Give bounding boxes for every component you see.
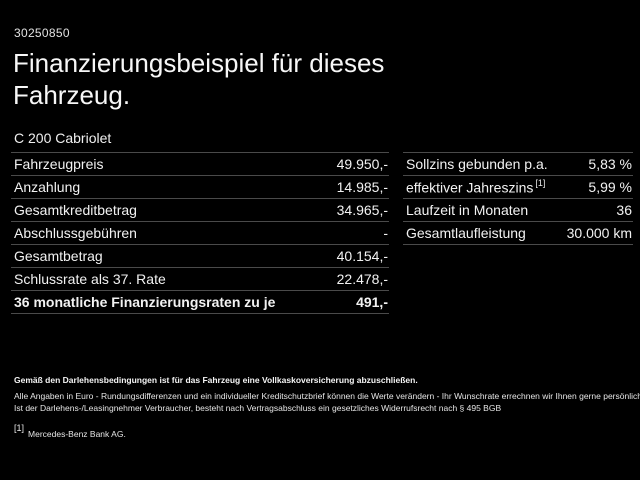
table-row-monatsrate: 36 monatliche Finanzierungsraten zu je 4… [11, 291, 389, 314]
legal-notes: Gemäß den Darlehensbedingungen ist für d… [14, 374, 640, 440]
row-value: 22.478,- [336, 271, 388, 287]
vehicle-model: C 200 Cabriolet [14, 130, 112, 146]
row-label: Gesamtkreditbetrag [14, 202, 137, 218]
conditions-table: Sollzins gebunden p.a. 5,83 % effektiver… [403, 152, 633, 245]
row-label: Anzahlung [14, 179, 81, 195]
row-value: 49.950,- [336, 156, 388, 172]
table-row-gesamtkreditbetrag: Gesamtkreditbetrag 34.965,- [11, 199, 389, 222]
insurance-note: Gemäß den Darlehensbedingungen ist für d… [14, 375, 418, 385]
table-row-abschlussgebuehren: Abschlussgebühren - [11, 222, 389, 245]
row-value: 40.154,- [336, 248, 388, 264]
row-label: Sollzins gebunden p.a. [406, 156, 548, 172]
table-row-sollzins: Sollzins gebunden p.a. 5,83 % [403, 153, 633, 176]
row-value: 5,83 % [588, 156, 632, 172]
table-row-laufzeit: Laufzeit in Monaten 36 [403, 199, 633, 222]
listing-id: 30250850 [14, 26, 70, 40]
row-label: Gesamtlaufleistung [406, 225, 526, 241]
row-value: - [383, 225, 388, 241]
table-row-gesamtlaufleistung: Gesamtlaufleistung 30.000 km [403, 222, 633, 245]
row-value: 34.965,- [336, 202, 388, 218]
table-row-fahrzeugpreis: Fahrzeugpreis 49.950,- [11, 153, 389, 176]
row-label: effektiver Jahreszins [1] [406, 177, 546, 196]
row-label: Schlussrate als 37. Rate [14, 271, 166, 287]
table-row-gesamtbetrag: Gesamtbetrag 40.154,- [11, 245, 389, 268]
finance-table: Fahrzeugpreis 49.950,- Anzahlung 14.985,… [11, 152, 389, 314]
table-row-schlussrate: Schlussrate als 37. Rate 22.478,- [11, 268, 389, 291]
note-line-1: Alle Angaben in Euro - Rundungsdifferenz… [14, 390, 640, 401]
row-label: 36 monatliche Finanzierungsraten zu je [14, 294, 276, 310]
note-line-2: Ist der Darlehens-/Leasingnehmer Verbrau… [14, 403, 502, 413]
table-row-anzahlung: Anzahlung 14.985,- [11, 176, 389, 199]
row-value: 5,99 % [588, 179, 632, 195]
row-label: Abschlussgebühren [14, 225, 137, 241]
footnote: [1]Mercedes-Benz Bank AG. [14, 422, 636, 440]
table-row-effektiver-jahreszins: effektiver Jahreszins [1] 5,99 % [403, 176, 633, 199]
row-label: Fahrzeugpreis [14, 156, 104, 172]
row-value: 491,- [356, 294, 388, 310]
row-label: Laufzeit in Monaten [406, 202, 529, 218]
footnote-text: Mercedes-Benz Bank AG. [28, 428, 126, 439]
row-value: 14.985,- [336, 179, 388, 195]
row-label: Gesamtbetrag [14, 248, 103, 264]
row-value: 30.000 km [566, 225, 632, 241]
page-title: Finanzierungsbeispiel für dieses Fahrzeu… [13, 48, 385, 110]
row-value: 36 [616, 202, 632, 218]
footnote-marker: [1] [14, 422, 25, 433]
footnote-marker: [1] [535, 177, 546, 188]
